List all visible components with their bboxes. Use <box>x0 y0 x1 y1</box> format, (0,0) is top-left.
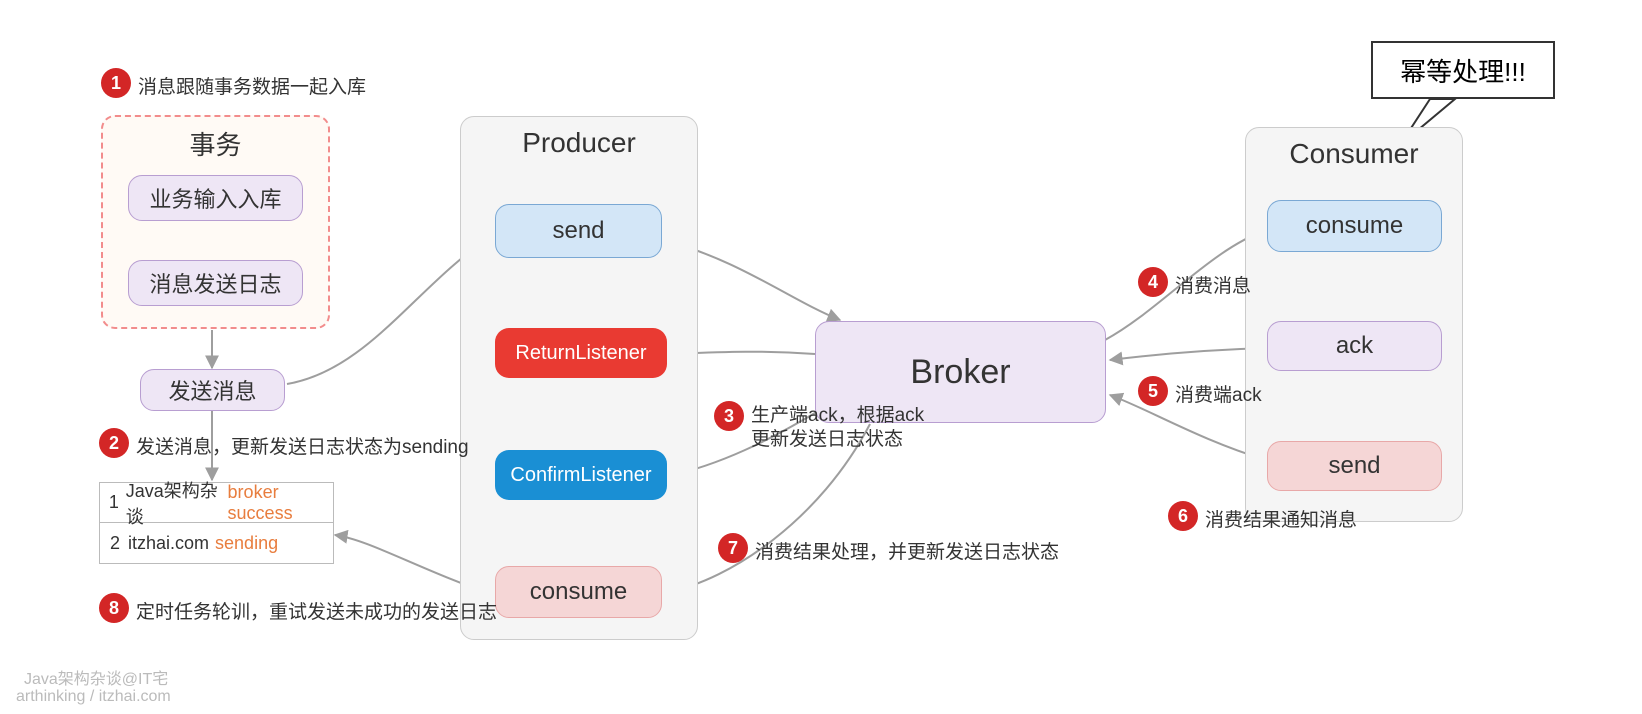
step-5-text: 消费端ack <box>1175 380 1262 407</box>
step-5-circle: 5 <box>1138 376 1168 406</box>
consumer-title: Consumer <box>1246 138 1462 170</box>
cell-status: broker success <box>222 482 333 524</box>
footer-line1: Java架构杂谈@IT宅 <box>24 665 168 689</box>
step-3-text1: 生产端ack，根据ack <box>751 400 924 427</box>
transaction-title: 事务 <box>103 125 328 162</box>
step-3-text2: 更新发送日志状态 <box>751 424 903 451</box>
step-1-text: 消息跟随事务数据一起入库 <box>138 72 366 99</box>
cell-num: 1 <box>100 492 122 513</box>
step-1-circle: 1 <box>101 68 131 98</box>
consumer-consume-pill: consume <box>1267 200 1442 252</box>
cell-status: sending <box>209 533 278 554</box>
step-7-circle: 7 <box>718 533 748 563</box>
table-row: 2 itzhai.com sending <box>100 523 333 563</box>
producer-send-pill: send <box>495 204 662 258</box>
producer-title: Producer <box>461 127 697 159</box>
step-4-circle: 4 <box>1138 267 1168 297</box>
table-row: 1 Java架构杂谈 broker success <box>100 483 333 523</box>
step-3-circle: 3 <box>714 401 744 431</box>
producer-confirm-pill: ConfirmListener <box>495 450 667 500</box>
cell-num: 2 <box>100 533 124 554</box>
send-msg-pill: 发送消息 <box>140 369 285 411</box>
status-table: 1 Java架构杂谈 broker success 2 itzhai.com s… <box>99 482 334 564</box>
step-6-circle: 6 <box>1168 501 1198 531</box>
msg-log-pill: 消息发送日志 <box>128 260 303 306</box>
step-2-text: 发送消息，更新发送日志状态为sending <box>136 432 469 459</box>
step-8-circle: 8 <box>99 593 129 623</box>
callout-box: 幂等处理!!! <box>1371 41 1555 99</box>
consumer-ack-pill: ack <box>1267 321 1442 371</box>
step-7-text: 消费结果处理，并更新发送日志状态 <box>755 537 1059 564</box>
step-8-text: 定时任务轮训，重试发送未成功的发送日志 <box>136 597 497 624</box>
producer-panel: Producer <box>460 116 698 640</box>
step-2-circle: 2 <box>99 428 129 458</box>
step-4-text: 消费消息 <box>1175 271 1251 298</box>
cell-name: Java架构杂谈 <box>122 477 222 529</box>
producer-consume-pill: consume <box>495 566 662 618</box>
consumer-send-pill: send <box>1267 441 1442 491</box>
step-6-text: 消费结果通知消息 <box>1205 505 1357 532</box>
footer-line2: arthinking / itzhai.com <box>16 688 171 706</box>
biz-input-pill: 业务输入入库 <box>128 175 303 221</box>
cell-name: itzhai.com <box>124 533 209 554</box>
producer-return-pill: ReturnListener <box>495 328 667 378</box>
